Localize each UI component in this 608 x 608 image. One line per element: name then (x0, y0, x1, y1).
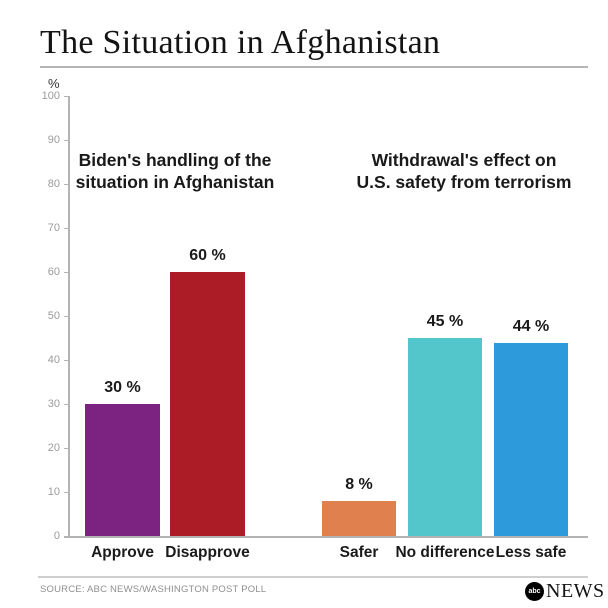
title-divider (40, 66, 588, 68)
y-axis-unit-label: % (48, 76, 60, 91)
bar-value-label: 45 % (426, 313, 464, 331)
abc-logo-icon: abc (525, 582, 544, 601)
y-tick-mark (63, 183, 68, 185)
bar-category-label: Less safe (495, 544, 567, 561)
y-tick-label: 10 (47, 485, 60, 498)
y-tick-label: 60 (47, 265, 60, 278)
y-tick-label: 90 (47, 133, 60, 146)
y-tick-mark (63, 359, 68, 361)
bar-category-label: Disapprove (165, 544, 250, 561)
bar-safer (322, 501, 396, 537)
y-tick-mark (63, 139, 68, 141)
y-tick-label: 50 (47, 309, 60, 322)
bar-value-label: 8 % (345, 476, 373, 494)
bar-value-label: 60 % (189, 247, 226, 265)
x-axis-line (64, 536, 588, 538)
y-tick-mark (63, 491, 68, 493)
bar-category-label: No difference (395, 544, 495, 561)
bar-value-label: 44 % (512, 317, 550, 335)
y-tick-mark (63, 447, 68, 449)
y-tick-mark (63, 95, 68, 97)
y-axis-line (68, 96, 70, 537)
bar-value-label: 30 % (104, 379, 141, 397)
y-tick-mark (63, 403, 68, 405)
group-annotation-biden: Biden's handling of the situation in Afg… (75, 150, 275, 192)
bar-disapprove (170, 272, 245, 537)
group-annotation-withdrawal: Withdrawal's effect on U.S. safety from … (356, 150, 572, 192)
y-tick-mark (63, 315, 68, 317)
page-title: The Situation in Afghanistan (40, 24, 441, 61)
bar-approve (85, 404, 160, 537)
y-tick-label: 80 (47, 177, 60, 190)
abc-news-wordmark: NEWS (546, 580, 605, 602)
bar-no-difference (408, 338, 482, 537)
y-tick-label: 40 (47, 353, 60, 366)
y-tick-label: 70 (47, 221, 60, 234)
y-tick-mark (63, 227, 68, 229)
y-tick-label: 0 (53, 530, 60, 542)
bar-category-label: Approve (91, 544, 154, 561)
y-tick-mark (63, 271, 68, 273)
footer-divider (38, 576, 588, 578)
bar-category-label: Safer (339, 544, 379, 561)
y-tick-label: 20 (47, 441, 60, 454)
abc-news-logo: abc NEWS (525, 580, 605, 602)
bar-less-safe (494, 342, 568, 537)
y-tick-label: 30 (47, 397, 60, 410)
source-credit: SOURCE: ABC NEWS/WASHINGTON POST POLL (40, 584, 267, 595)
y-tick-label: 100 (41, 89, 60, 102)
